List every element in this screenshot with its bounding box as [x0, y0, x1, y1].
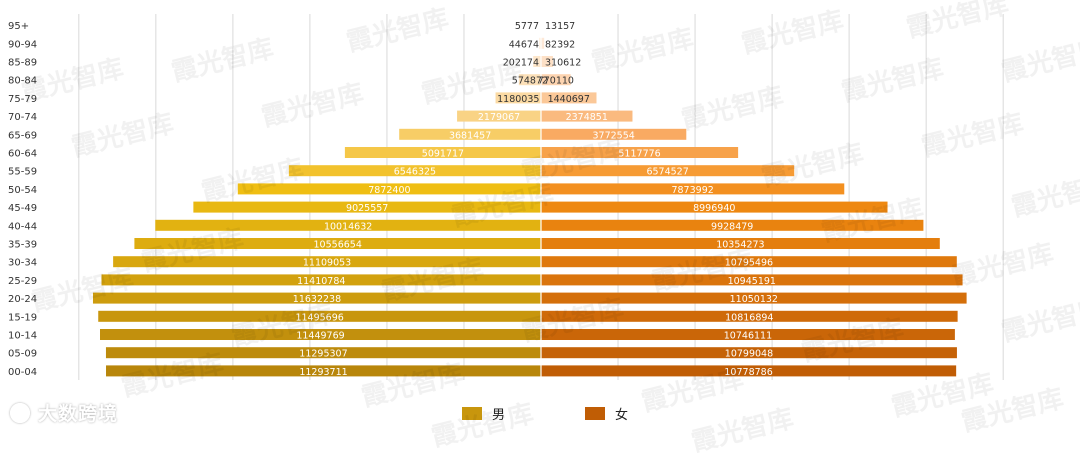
- data-label-female: 5117776: [618, 149, 660, 160]
- data-label-female: 310612: [545, 58, 581, 69]
- data-label-male: 3681457: [449, 130, 491, 141]
- data-label-male: 5091717: [422, 149, 464, 160]
- data-label-female: 10945191: [728, 276, 776, 287]
- legend-female: 女: [585, 404, 628, 423]
- y-tick-label: 15-19: [8, 312, 37, 323]
- y-tick-label: 95+: [8, 21, 29, 32]
- brand-logo: 大数跨境: [10, 399, 118, 426]
- data-label-male: 5777: [515, 21, 539, 32]
- data-label-female: 6574527: [646, 167, 688, 178]
- data-label-male: 11632238: [293, 294, 341, 305]
- data-label-female: 10816894: [725, 312, 773, 323]
- data-label-male: 10014632: [324, 221, 372, 232]
- y-tick-label: 70-74: [8, 112, 37, 123]
- data-label-male: 2179067: [478, 112, 520, 123]
- data-label-male: 11293711: [299, 367, 347, 378]
- y-tick-label: 75-79: [8, 94, 37, 105]
- data-label-male: 202174: [503, 58, 539, 69]
- y-tick-label: 55-59: [8, 167, 37, 178]
- data-label-male: 10556654: [314, 240, 362, 251]
- y-tick-label: 60-64: [8, 149, 37, 160]
- y-tick-label: 20-24: [8, 294, 37, 305]
- data-label-female: 13157: [545, 21, 575, 32]
- data-label-female: 10354273: [716, 240, 764, 251]
- bars-group: [93, 14, 967, 380]
- data-label-female: 10778786: [724, 367, 772, 378]
- y-tick-label: 40-44: [8, 221, 37, 232]
- y-tick-label: 80-84: [8, 76, 37, 87]
- y-tick-label: 05-09: [8, 349, 37, 360]
- data-label-male: 9025557: [346, 203, 388, 214]
- data-label-female: 1440697: [548, 94, 590, 105]
- legend-male-label: 男: [492, 404, 505, 423]
- data-label-male: 6546325: [394, 167, 436, 178]
- data-label-male: 44674: [509, 39, 539, 50]
- data-label-male: 11410784: [297, 276, 345, 287]
- y-tick-label: 35-39: [8, 240, 37, 251]
- data-label-female: 10795496: [725, 258, 773, 269]
- legend-male-swatch: [462, 407, 482, 420]
- data-label-male: 1180035: [497, 94, 539, 105]
- y-tick-label: 90-94: [8, 39, 37, 50]
- data-label-female: 9928479: [711, 221, 753, 232]
- data-label-female: 10799048: [725, 349, 773, 360]
- data-label-female: 11050132: [730, 294, 778, 305]
- y-tick-label: 25-29: [8, 276, 37, 287]
- population-pyramid-chart: 00-04 05-09 10-14 15-19 20-24 25-29 30-34 35-39…: [0, 0, 1080, 431]
- data-label-male: 11449769: [296, 331, 344, 342]
- data-label-female: 3772554: [592, 130, 634, 141]
- data-label-female: 10746111: [724, 331, 772, 342]
- data-label-male: 11495696: [295, 312, 343, 323]
- y-tick-label: 00-04: [8, 367, 37, 378]
- data-label-male: 11295307: [299, 349, 347, 360]
- data-label-female: 2374851: [566, 112, 608, 123]
- data-label-female: 82392: [545, 39, 575, 50]
- data-label-male: 11109053: [303, 258, 351, 269]
- y-tick-label: 85-89: [8, 58, 37, 69]
- y-tick-label: 30-34: [8, 258, 37, 269]
- brand-icon: [10, 403, 30, 423]
- y-tick-label: 45-49: [8, 203, 37, 214]
- data-label-female: 7873992: [671, 185, 713, 196]
- y-tick-label: 10-14: [8, 331, 37, 342]
- data-label-female: 8996940: [693, 203, 735, 214]
- data-label-male: 7872400: [368, 185, 410, 196]
- legend-male: 男: [462, 404, 505, 423]
- legend-female-label: 女: [615, 404, 628, 423]
- legend-female-swatch: [585, 407, 605, 420]
- y-tick-label: 50-54: [8, 185, 37, 196]
- data-label-female: 770110: [538, 76, 574, 87]
- y-tick-label: 65-69: [8, 130, 37, 141]
- brand-text: 大数跨境: [38, 399, 118, 426]
- y-axis-labels: 00-04 05-09 10-14 15-19 20-24 25-29 30-34 35-39…: [8, 21, 37, 378]
